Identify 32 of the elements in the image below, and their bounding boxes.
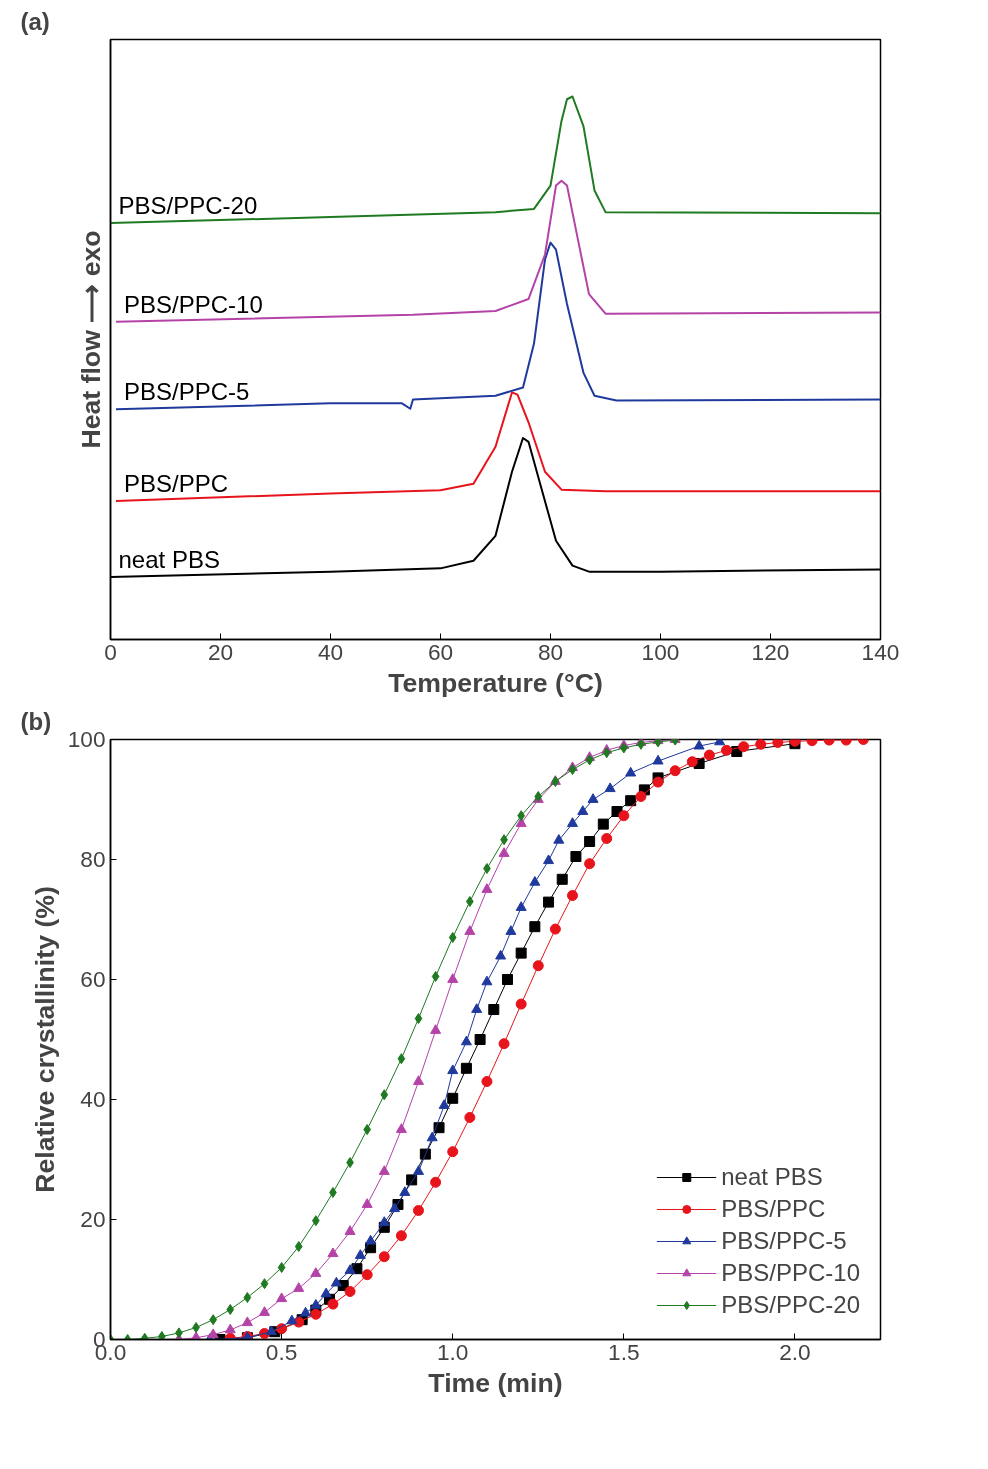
x-tick-label: 2.0 — [779, 1338, 811, 1365]
series-label: PBS/PPC-10 — [124, 290, 263, 318]
x-tick-label: 140 — [861, 638, 900, 665]
x-tick-label: 40 — [317, 638, 344, 665]
y-axis-title: Relative crystallinity (%) — [29, 886, 60, 1193]
y-tick-label: 60 — [80, 966, 106, 992]
legend-label: PBS/PPC-10 — [721, 1259, 860, 1287]
series-label: PBS/PPC — [124, 470, 229, 498]
y-tick-label: 40 — [80, 1086, 106, 1112]
x-tick-label: 80 — [537, 638, 564, 665]
x-tick-label: 60 — [427, 638, 454, 665]
x-tick-label: 120 — [751, 638, 790, 665]
legend-label: neat PBS — [721, 1163, 823, 1191]
series-label: neat PBS — [118, 546, 220, 574]
y-axis-title: Heat flow ⟶ exo — [75, 230, 106, 449]
x-tick-label: 20 — [207, 638, 234, 665]
legend-label: PBS/PPC-5 — [721, 1227, 847, 1255]
legend-label: PBS/PPC-20 — [721, 1291, 860, 1319]
x-axis-title: Time (min) — [428, 1367, 563, 1398]
legend-label: PBS/PPC — [721, 1195, 826, 1223]
x-tick-label: 100 — [641, 638, 680, 665]
x-axis-title: Temperature (°C) — [388, 667, 603, 698]
series-label: PBS/PPC-5 — [124, 378, 250, 406]
series-label: PBS/PPC-20 — [118, 192, 258, 220]
chart-title: (a) — [20, 7, 50, 35]
chart-title: (b) — [20, 707, 52, 735]
x-tick-label: 1.0 — [436, 1338, 469, 1365]
x-tick-label: 0.5 — [265, 1338, 298, 1365]
y-tick-label: 100 — [67, 726, 106, 752]
x-tick-label: 1.5 — [608, 1338, 640, 1365]
y-tick-label: 80 — [80, 846, 106, 872]
y-tick-label: 20 — [80, 1206, 106, 1232]
